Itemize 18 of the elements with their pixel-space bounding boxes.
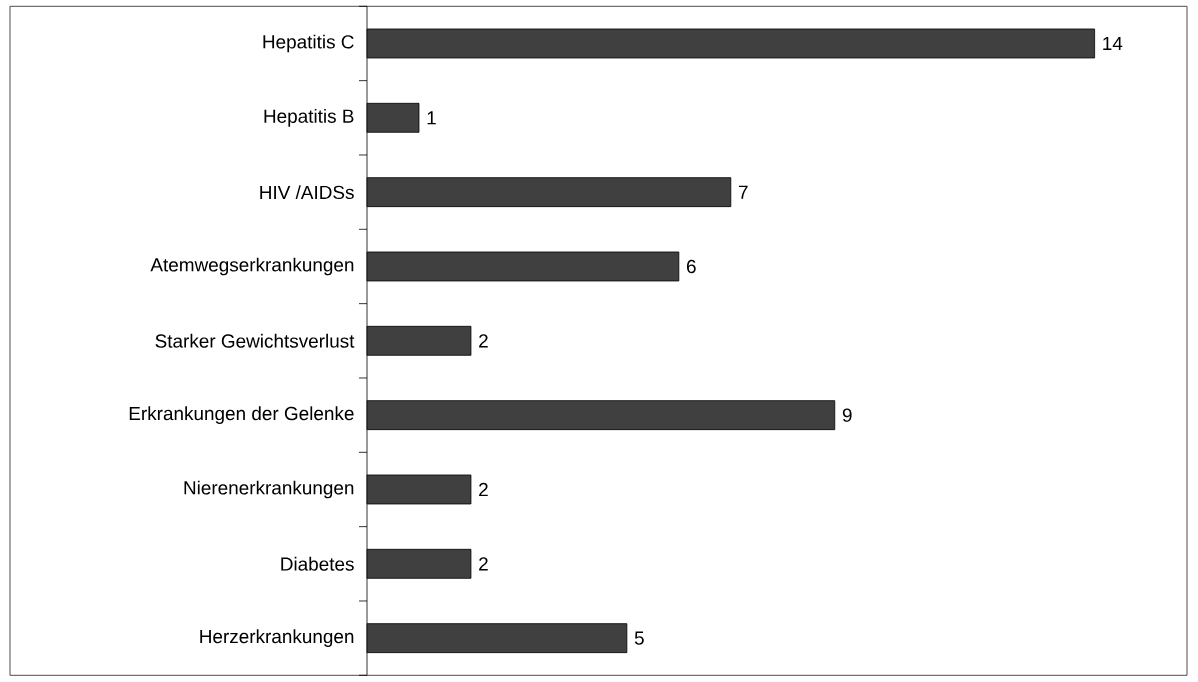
data-label: 5	[634, 631, 644, 645]
y-tick-label: Hepatitis B	[264, 109, 354, 127]
y-tick-label: Starker Gewichtsverlust	[155, 334, 355, 348]
data-label: 2	[479, 334, 488, 348]
y-tick-label: Diabetes	[281, 557, 354, 571]
data-label: 14	[1103, 37, 1123, 51]
y-tick-label: HIV /AIDSs	[260, 185, 354, 200]
y-tick-label: Hepatitis C	[263, 34, 354, 53]
data-label: 2	[479, 483, 488, 497]
y-tick-label: Atemwegserkrankungen	[150, 257, 354, 276]
data-label: 9	[842, 408, 852, 423]
y-tick-label: Herzerkrankungen	[200, 629, 354, 648]
data-label: 1	[427, 111, 436, 125]
data-label: 2	[479, 557, 488, 571]
data-label: 6	[686, 259, 696, 274]
data-label: 7	[738, 185, 748, 199]
y-tick-label: Erkrankungen der Gelenke	[129, 406, 354, 425]
y-tick-label: Nierenerkrankungen	[184, 480, 354, 499]
